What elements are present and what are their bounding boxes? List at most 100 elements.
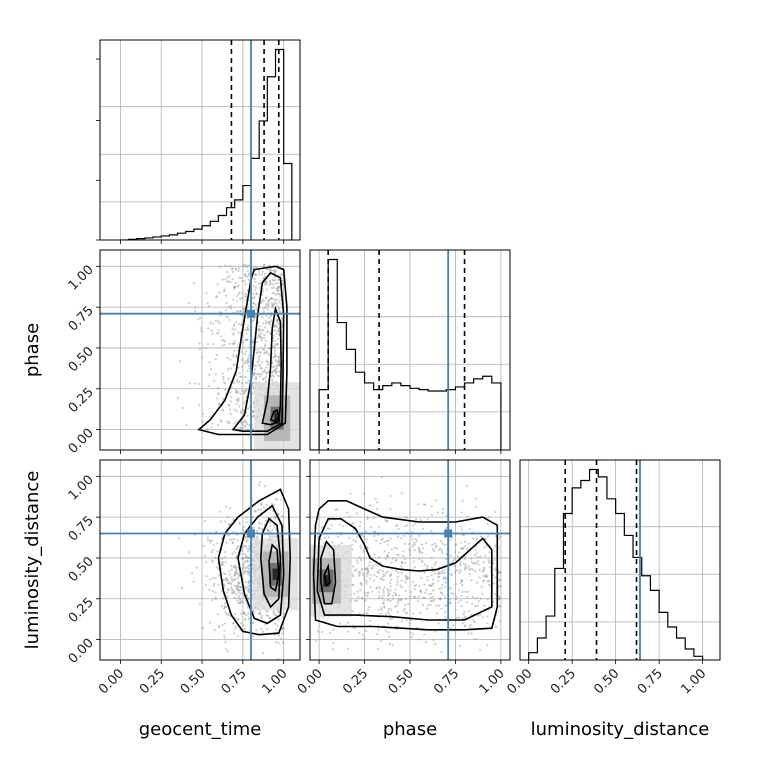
scatter-point <box>371 566 374 570</box>
scatter-point <box>239 601 242 604</box>
scatter-point <box>466 601 469 604</box>
scatter-point <box>244 295 247 298</box>
scatter-point <box>246 548 249 551</box>
x-tick-label: 0.50 <box>386 666 417 697</box>
scatter-point <box>400 571 404 575</box>
scatter-point <box>272 298 275 301</box>
scatter-point <box>235 565 238 569</box>
scatter-point <box>431 600 434 603</box>
scatter-point <box>232 323 236 326</box>
scatter-point <box>261 370 264 374</box>
scatter-point <box>278 309 281 312</box>
scatter-point <box>441 511 444 515</box>
y-tick-label: 0.50 <box>66 554 97 585</box>
scatter-point <box>252 381 255 385</box>
scatter-point <box>435 612 438 615</box>
scatter-point <box>199 316 202 320</box>
scatter-point <box>451 559 455 563</box>
scatter-point <box>225 613 228 616</box>
scatter-point <box>352 583 355 587</box>
scatter-point <box>472 619 475 622</box>
scatter-point <box>263 371 266 374</box>
scatter-point <box>276 624 279 627</box>
scatter-point <box>231 267 234 270</box>
scatter-point <box>233 566 236 569</box>
scatter-point <box>228 569 231 572</box>
scatter-point <box>246 381 249 384</box>
scatter-point <box>237 618 240 621</box>
scatter-point <box>212 543 216 547</box>
scatter-point <box>247 571 250 574</box>
scatter-point <box>226 368 230 371</box>
scatter-point <box>261 378 264 381</box>
scatter-point <box>223 629 226 632</box>
scatter-point <box>251 385 254 388</box>
scatter-point <box>277 285 281 288</box>
scatter-point <box>470 632 473 635</box>
scatter-point <box>228 421 231 424</box>
scatter-point <box>274 641 278 644</box>
scatter-point <box>430 566 434 569</box>
scatter-point <box>400 586 403 589</box>
scatter-point <box>268 333 272 336</box>
scatter-point <box>273 369 276 372</box>
scatter-point <box>483 566 486 569</box>
scatter-point <box>486 522 489 526</box>
scatter-point <box>238 582 241 585</box>
scatter-point <box>439 547 442 550</box>
scatter-point <box>198 603 201 606</box>
scatter-point <box>243 272 247 276</box>
scatter-point <box>477 599 480 603</box>
scatter-point <box>417 557 421 561</box>
scatter-point <box>409 595 412 598</box>
scatter-point <box>274 282 277 285</box>
scatter-point <box>434 630 437 633</box>
frame-luminosity_distance-vs-geocent_time <box>99 459 301 661</box>
scatter-point <box>422 547 425 550</box>
scatter-point <box>461 584 464 587</box>
scatter-point <box>223 602 227 605</box>
axis-labels-layer: geocent_time phase luminosity_distance p… <box>22 323 709 740</box>
scatter-point <box>263 344 266 348</box>
scatter-point <box>237 596 240 599</box>
scatter-point <box>479 555 482 558</box>
scatter-point <box>253 295 256 299</box>
scatter-point <box>236 585 239 588</box>
scatter-point <box>230 307 233 310</box>
scatter-point <box>260 300 263 303</box>
contour-level-2 <box>320 540 337 605</box>
scatter-point <box>245 332 248 335</box>
scatter-point <box>277 363 280 366</box>
scatter-point <box>364 567 368 570</box>
scatter-point <box>252 410 255 414</box>
scatter-point <box>276 282 280 285</box>
scatter-point <box>230 568 233 571</box>
scatter-point <box>475 562 478 565</box>
scatter-point <box>459 599 462 602</box>
scatter-point <box>265 319 268 323</box>
scatter-point <box>281 514 284 518</box>
scatter-point <box>240 600 243 603</box>
scatter-point <box>481 570 484 573</box>
scatter-point <box>220 564 223 567</box>
scatter-point <box>423 571 426 574</box>
scatter-point <box>214 591 217 594</box>
scatter-point <box>247 556 251 560</box>
scatter-point <box>262 506 265 509</box>
scatter-point <box>259 612 262 615</box>
scatter-point <box>246 538 249 542</box>
scatter-point <box>365 538 368 541</box>
scatter-point <box>244 537 248 540</box>
scatter-point <box>228 582 231 585</box>
scatter-point <box>245 570 248 573</box>
x-tick-label: 0.75 <box>635 666 666 697</box>
scatter-point <box>235 593 238 596</box>
scatter-point <box>245 328 248 332</box>
scatter-point <box>257 356 260 359</box>
scatter-point <box>198 342 201 345</box>
x-tick-label: 0.00 <box>504 666 535 697</box>
scatter-point <box>246 597 250 600</box>
scatter-point <box>426 575 429 579</box>
scatter-point <box>277 333 281 336</box>
scatter-point <box>240 375 243 378</box>
